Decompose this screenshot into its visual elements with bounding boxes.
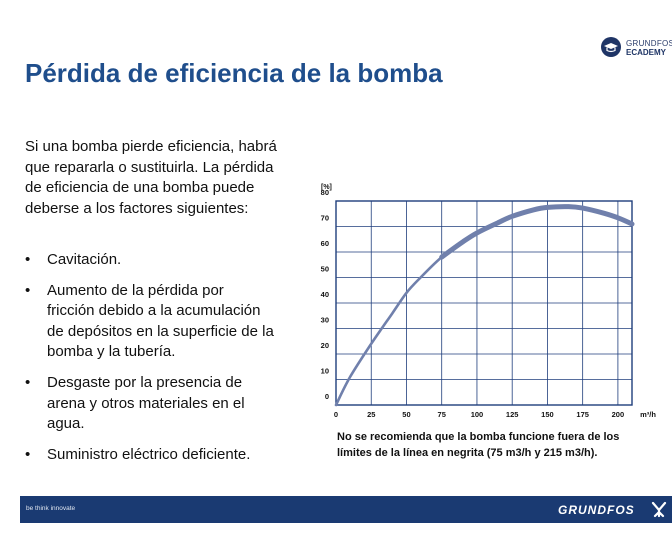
efficiency-chart: 0 10 20 30 40 50 60 70 80 0 25 50 75 100 125 150 175 200 [… <box>321 184 657 419</box>
y-tick-label: 0 <box>325 392 329 401</box>
page-title: Pérdida de eficiencia de la bomba <box>25 58 443 88</box>
list-item: • Cavitación. <box>25 250 275 271</box>
intro-paragraph: Si una bomba pierde eficiencia, habrá qu… <box>25 138 277 217</box>
y-axis-label: [%] <box>321 184 332 191</box>
bullet-mark: • <box>25 281 31 299</box>
y-tick-label: 80 <box>321 188 329 197</box>
bullet-text: Suministro eléctrico deficiente. <box>47 445 251 463</box>
x-tick-label: 200 <box>612 410 625 419</box>
y-tick-label: 50 <box>321 265 329 274</box>
bullet-mark: • <box>25 445 31 463</box>
chart-note: No se recomienda que la bomba funcione f… <box>337 431 620 459</box>
y-tick-label: 40 <box>321 290 329 299</box>
x-tick-label: 75 <box>438 410 446 419</box>
x-tick-label: 100 <box>471 410 484 419</box>
y-tick-label: 20 <box>321 341 329 350</box>
logo-line-1: GRUNDFOS <box>626 39 672 48</box>
x-tick-label: 25 <box>367 410 375 419</box>
y-tick-label: 10 <box>321 367 329 376</box>
factor-list: • Cavitación. • Aumento de la pérdida por … <box>25 250 275 475</box>
footer-brand: GRUNDFOS <box>558 503 635 517</box>
logo-line-2: ECADEMY <box>626 48 667 57</box>
bullet-text: Cavitación. <box>47 251 122 268</box>
x-tick-label: 125 <box>506 410 519 419</box>
graduation-cap-icon <box>601 37 621 57</box>
list-item: • Suministro eléctrico deficiente. <box>25 445 275 466</box>
x-tick-label: 0 <box>334 410 338 419</box>
x-tick-label: 175 <box>576 410 589 419</box>
grundfos-man-icon <box>651 501 667 518</box>
y-tick-label: 70 <box>321 214 329 223</box>
footer-bar: be think innovate GRUNDFOS <box>20 496 672 523</box>
x-tick-label: 150 <box>541 410 554 419</box>
bullet-mark: • <box>25 251 31 268</box>
grundfos-ecademy-logo: GRUNDFOS ECADEMY <box>600 36 672 60</box>
x-axis-unit: m³/h <box>640 410 656 419</box>
y-tick-label: 30 <box>321 316 329 325</box>
bullet-text: Desgaste por la presencia de arena y otr… <box>47 373 245 433</box>
y-tick-label: 60 <box>321 239 329 248</box>
list-item: • Desgaste por la presencia de arena y ot… <box>25 373 275 435</box>
bullet-mark: • <box>25 373 31 391</box>
footer-tagline: be think innovate <box>26 505 76 512</box>
x-tick-label: 50 <box>402 410 410 419</box>
efficiency-curve-bold-range <box>439 204 635 260</box>
bullet-text: Aumento de la pérdida por fricción debid… <box>47 281 274 361</box>
list-item: • Aumento de la pérdida por fricción debi… <box>25 281 275 363</box>
